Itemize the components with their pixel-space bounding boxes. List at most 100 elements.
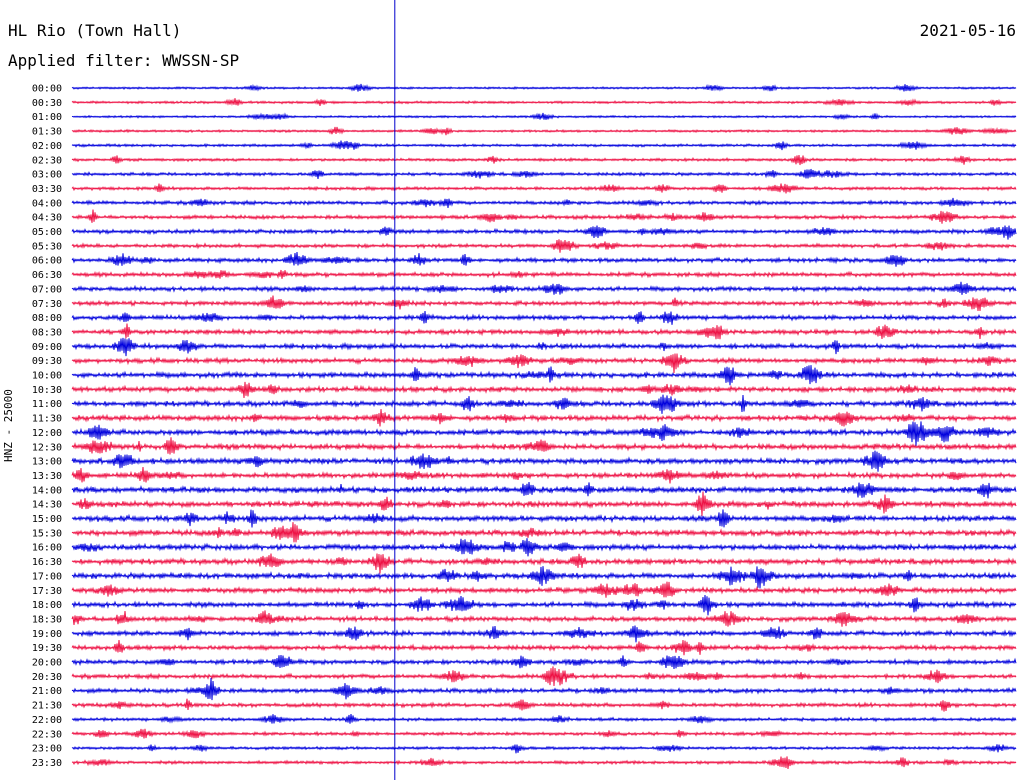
trace-row-0200 — [71, 140, 1017, 151]
trace-row-0600 — [71, 251, 1017, 267]
row-time-label: 12:00 — [32, 428, 62, 439]
station-title: HL Rio (Town Hall) — [8, 21, 182, 40]
trace-row-2100 — [71, 677, 1017, 701]
trace-row-1630 — [71, 553, 1017, 574]
trace-row-2200 — [71, 714, 1017, 724]
row-time-label: 08:30 — [32, 327, 62, 338]
date-label: 2021-05-16 — [919, 21, 1016, 40]
row-time-label: 05:30 — [32, 241, 62, 252]
trace-row-0900 — [71, 337, 1017, 357]
trace-row-0000 — [71, 83, 1017, 92]
row-time-label: 17:30 — [32, 586, 62, 597]
trace-row-2230 — [71, 728, 1017, 739]
row-time-label: 19:00 — [32, 629, 62, 640]
trace-row-1230 — [71, 437, 1017, 455]
trace-row-1730 — [71, 581, 1017, 598]
row-time-label: 19:30 — [32, 643, 62, 654]
row-time-label: 05:00 — [32, 227, 62, 238]
trace-row-1530 — [71, 522, 1017, 543]
row-time-label: 10:00 — [32, 371, 62, 382]
row-time-label: 08:00 — [32, 313, 62, 324]
trace-row-1800 — [71, 594, 1017, 616]
row-time-label: 10:30 — [32, 385, 62, 396]
row-time-label: 02:30 — [32, 155, 62, 166]
trace-row-0100 — [71, 112, 1017, 121]
trace-row-1400 — [71, 482, 1017, 499]
trace-row-1100 — [71, 394, 1017, 414]
row-time-label: 12:30 — [32, 442, 62, 453]
trace-row-0700 — [71, 281, 1017, 295]
row-time-label: 18:30 — [32, 614, 62, 625]
row-time-label: 20:00 — [32, 658, 62, 669]
row-time-label: 07:00 — [32, 284, 62, 295]
row-time-label: 20:30 — [32, 672, 62, 683]
row-time-label: 13:00 — [32, 457, 62, 468]
row-time-label: 23:00 — [32, 744, 62, 755]
trace-row-0730 — [71, 295, 1017, 311]
row-time-label: 16:00 — [32, 543, 62, 554]
trace-row-0330 — [71, 183, 1017, 194]
row-time-label: 06:30 — [32, 270, 62, 281]
trace-row-1600 — [71, 538, 1017, 557]
trace-row-2000 — [71, 654, 1017, 669]
trace-row-1200 — [71, 421, 1017, 446]
row-time-label: 14:00 — [32, 485, 62, 496]
row-time-label: 21:00 — [32, 686, 62, 697]
filter-subtitle: Applied filter: WWSSN-SP — [8, 51, 240, 70]
trace-row-1000 — [71, 365, 1017, 386]
row-time-label: 16:30 — [32, 557, 62, 568]
row-time-label: 15:30 — [32, 528, 62, 539]
row-time-label: 22:00 — [32, 715, 62, 726]
row-time-label: 22:30 — [32, 729, 62, 740]
trace-row-0930 — [71, 353, 1017, 374]
row-time-label: 23:30 — [32, 758, 62, 769]
trace-row-1330 — [71, 466, 1017, 484]
trace-row-1430 — [71, 491, 1017, 516]
row-time-label: 01:00 — [32, 112, 62, 123]
trace-row-0030 — [71, 98, 1017, 107]
trace-row-1930 — [71, 639, 1017, 656]
trace-row-2330 — [71, 756, 1017, 770]
row-time-label: 00:30 — [32, 98, 62, 109]
row-time-label: 21:30 — [32, 701, 62, 712]
trace-row-0500 — [71, 225, 1017, 240]
trace-row-0630 — [71, 269, 1017, 279]
trace-row-0400 — [71, 197, 1017, 209]
trace-row-0530 — [71, 239, 1017, 253]
row-time-label: 03:00 — [32, 170, 62, 181]
trace-row-2030 — [71, 666, 1017, 687]
row-time-label: 00:00 — [32, 84, 62, 95]
trace-row-0830 — [71, 323, 1017, 340]
trace-row-1500 — [71, 509, 1017, 528]
row-time-label: 03:30 — [32, 184, 62, 195]
trace-row-1900 — [71, 625, 1017, 643]
trace-row-2300 — [71, 744, 1017, 754]
row-time-label: 11:00 — [32, 399, 62, 410]
row-time-label: 04:00 — [32, 198, 62, 209]
row-time-label: 18:00 — [32, 600, 62, 611]
row-time-label: 07:30 — [32, 299, 62, 310]
row-time-label: 01:30 — [32, 127, 62, 138]
trace-row-0230 — [71, 155, 1017, 166]
row-time-label: 09:30 — [32, 356, 62, 367]
trace-row-1700 — [71, 566, 1017, 589]
row-time-label: 15:00 — [32, 514, 62, 525]
trace-row-0300 — [71, 168, 1017, 179]
trace-row-0430 — [71, 209, 1017, 224]
row-time-label: 04:30 — [32, 213, 62, 224]
row-time-label: 11:30 — [32, 414, 62, 425]
trace-row-1030 — [71, 381, 1017, 399]
row-time-label: 09:00 — [32, 342, 62, 353]
trace-row-0800 — [71, 311, 1017, 325]
trace-row-2130 — [71, 698, 1017, 712]
trace-row-0130 — [71, 126, 1017, 136]
row-time-label: 13:30 — [32, 471, 62, 482]
row-time-label: 17:00 — [32, 571, 62, 582]
row-time-label: 14:30 — [32, 500, 62, 511]
row-time-label: 02:00 — [32, 141, 62, 152]
trace-row-1130 — [71, 409, 1017, 427]
trace-row-1300 — [71, 450, 1017, 472]
row-time-label: 06:00 — [32, 256, 62, 267]
